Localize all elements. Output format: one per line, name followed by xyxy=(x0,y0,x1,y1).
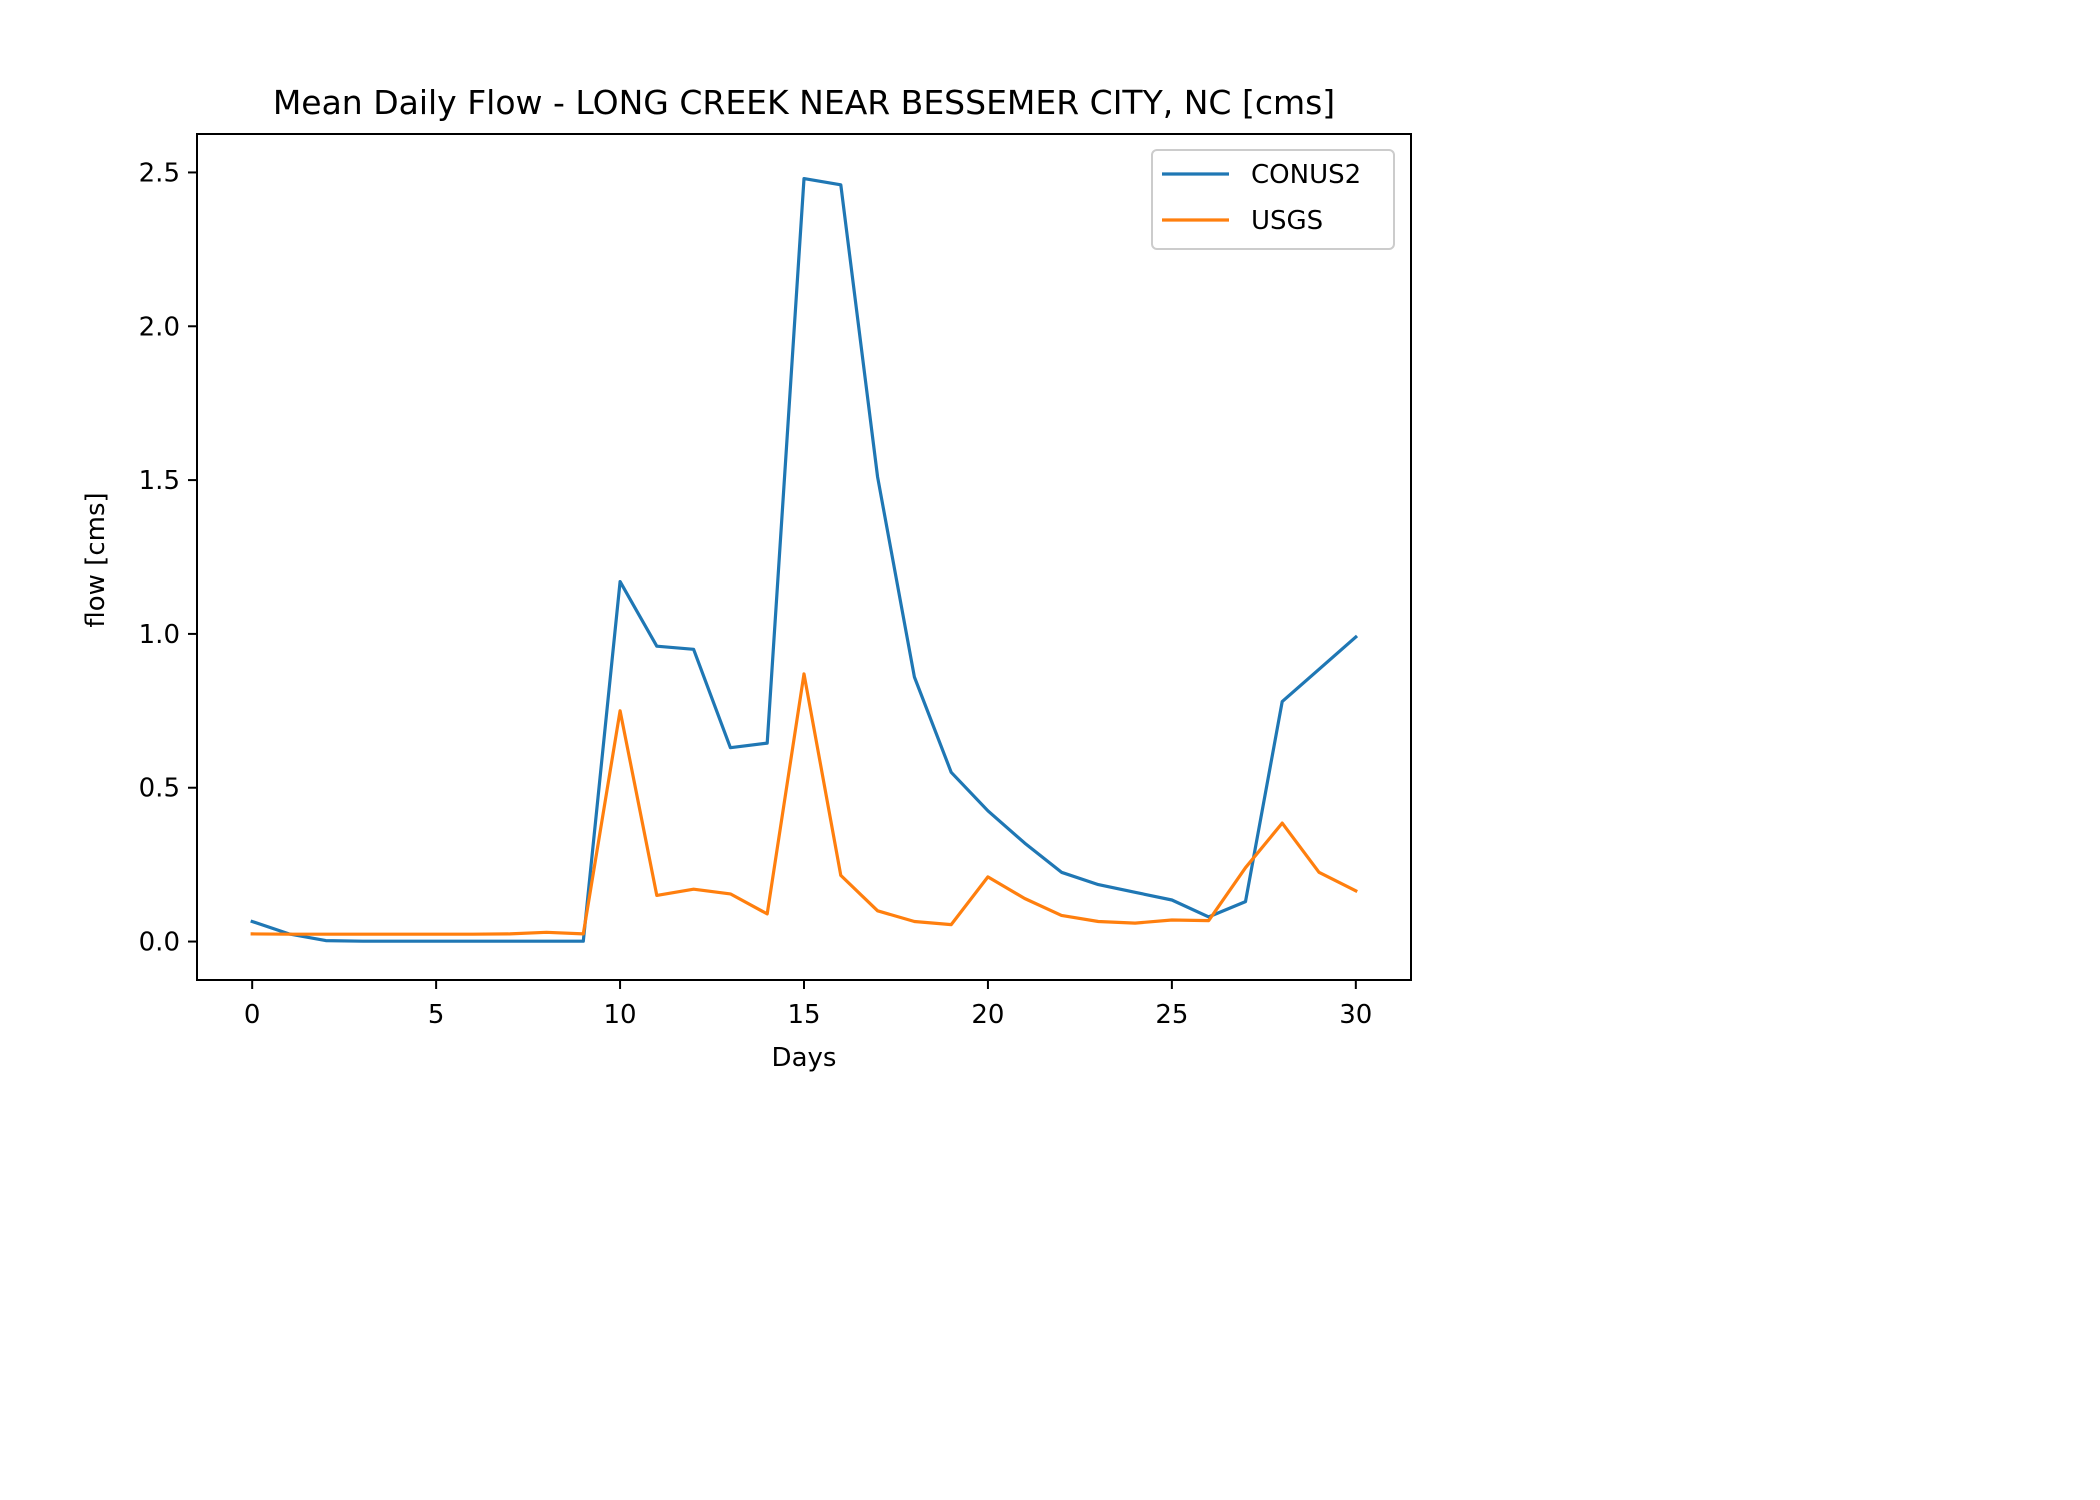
x-tick-label: 5 xyxy=(428,1000,445,1030)
x-tick-label: 30 xyxy=(1339,1000,1372,1030)
y-axis-label: flow [cms] xyxy=(81,492,111,627)
y-tick-label: 0.5 xyxy=(139,774,180,804)
x-tick-label: 25 xyxy=(1155,1000,1188,1030)
series-line-usgs xyxy=(250,672,1358,936)
y-tick-label: 0.0 xyxy=(139,928,180,958)
plot-area: 0 5 10 15 20 25 30 0.0 0.5 1.0 1.5 2.0 2.5 xyxy=(139,133,1412,1030)
x-tick-label: 0 xyxy=(244,1000,261,1030)
legend-label-usgs: USGS xyxy=(1251,206,1323,236)
legend: CONUS2 USGS xyxy=(1151,149,1395,250)
x-tick-label: 20 xyxy=(971,1000,1004,1030)
y-tick-label: 2.0 xyxy=(139,312,180,342)
chart-title: Mean Daily Flow - LONG CREEK NEAR BESSEM… xyxy=(273,83,1335,122)
x-axis-label: Days xyxy=(772,1043,837,1073)
y-tick-label: 1.0 xyxy=(139,620,180,650)
x-tick-label: 15 xyxy=(787,1000,820,1030)
series-line-conus2 xyxy=(250,177,1359,943)
chart-figure: Mean Daily Flow - LONG CREEK NEAR BESSEM… xyxy=(81,83,1412,1073)
y-tick-label: 1.5 xyxy=(139,466,180,496)
x-tick-label: 10 xyxy=(604,1000,637,1030)
legend-label-conus2: CONUS2 xyxy=(1251,160,1361,190)
y-tick-label: 2.5 xyxy=(139,158,180,188)
